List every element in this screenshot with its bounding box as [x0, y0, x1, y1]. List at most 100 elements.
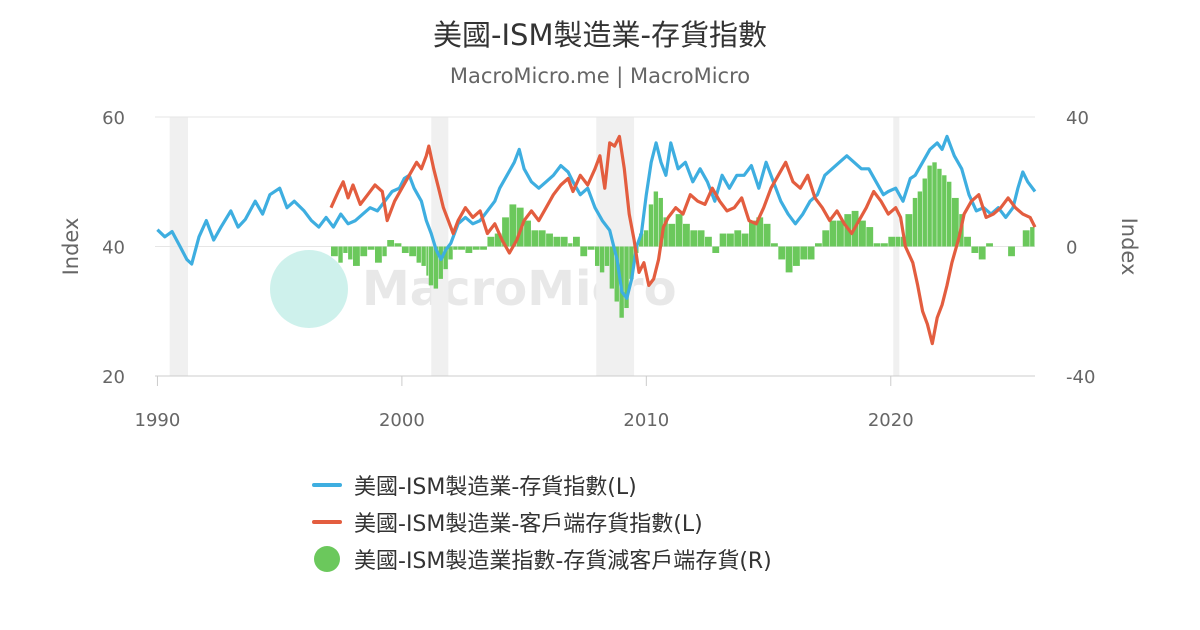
y-right-tick-label-1: 0 — [1066, 238, 1077, 259]
bar-2-41 — [595, 246, 600, 266]
bar-2-53 — [653, 191, 659, 247]
bar-2-91 — [917, 191, 923, 247]
bar-2-22 — [458, 246, 465, 250]
bar-2-42 — [599, 246, 605, 273]
bar-2-4 — [353, 246, 360, 266]
bar-2-17 — [433, 246, 439, 289]
bar-2-33 — [538, 230, 546, 247]
bar-2-60 — [697, 230, 705, 247]
x-tick-label-3: 2020 — [868, 410, 914, 431]
bar-2-5 — [360, 246, 368, 257]
bar-2-100 — [964, 236, 971, 247]
y-left-tick-label-2: 60 — [102, 108, 125, 129]
y-left-tick-label-1: 40 — [102, 238, 125, 259]
bar-2-40 — [587, 246, 595, 250]
bar-2-70 — [771, 243, 778, 247]
bar-2-27 — [494, 233, 502, 247]
bar-2-43 — [604, 246, 610, 266]
bar-2-1 — [338, 246, 343, 263]
bar-2-19 — [443, 246, 448, 270]
bar-2-71 — [778, 246, 786, 260]
legend-item-customer-inventory[interactable]: 美國-ISM製造業-客戶端存貨指數(L) — [312, 503, 772, 540]
bar-2-7 — [375, 246, 382, 263]
bar-2-93 — [927, 165, 932, 247]
bar-2-34 — [546, 233, 553, 247]
bar-2-47 — [624, 246, 629, 309]
bar-2-66 — [741, 233, 749, 247]
x-tick-label-1: 2000 — [379, 410, 425, 431]
bar-2-12 — [409, 246, 417, 257]
legend-swatch-inventory — [312, 482, 342, 487]
bar-2-58 — [683, 223, 690, 247]
bar-2-95 — [937, 168, 942, 247]
bar-2-68 — [756, 217, 764, 247]
legend: 美國-ISM製造業-存貨指數(L) 美國-ISM製造業-客戶端存貨指數(L) 美… — [312, 466, 772, 577]
chart-subtitle: MacroMicro.me | MacroMicro — [449, 64, 751, 88]
bar-2-92 — [922, 178, 927, 247]
bar-2-39 — [580, 246, 588, 257]
x-tick-label-2: 2010 — [623, 410, 669, 431]
bar-2-16 — [428, 246, 434, 286]
bar-2-97 — [947, 181, 952, 247]
bar-2-84 — [873, 243, 881, 247]
bar-2-28 — [502, 217, 509, 247]
bar-2-24 — [472, 246, 480, 250]
bar-2-14 — [421, 246, 426, 266]
bar-2-73 — [793, 246, 800, 266]
legend-label-customer-inventory: 美國-ISM製造業-客戶端存貨指數(L) — [354, 511, 703, 537]
bar-2-103 — [986, 243, 993, 247]
bar-2-48 — [629, 246, 634, 279]
legend-label-inventory: 美國-ISM製造業-存貨指數(L) — [354, 474, 637, 500]
bar-2-26 — [487, 236, 495, 247]
bar-2-106 — [1008, 246, 1015, 257]
bar-2-83 — [866, 227, 874, 247]
bar-2-79 — [837, 220, 844, 247]
bar-2-65 — [734, 230, 742, 247]
bar-2-98 — [951, 197, 959, 247]
bar-2-13 — [416, 246, 421, 263]
bar-2-44 — [609, 246, 615, 289]
x-tick-label-0: 1990 — [135, 410, 181, 431]
bar-2-31 — [524, 220, 531, 247]
bar-2-23 — [465, 246, 473, 253]
bar-2-86 — [888, 236, 896, 247]
y-right-axis-title: Index — [1117, 218, 1141, 276]
bar-2-6 — [367, 246, 375, 250]
legend-swatch-spread — [314, 545, 340, 572]
bar-2-45 — [614, 246, 619, 302]
bar-2-36 — [560, 236, 568, 247]
bar-2-76 — [815, 243, 822, 247]
series-line-0 — [156, 134, 1037, 300]
legend-swatch-customer-inventory — [312, 519, 342, 524]
bar-2-109 — [1030, 227, 1035, 247]
bar-2-9 — [387, 240, 395, 247]
bar-2-72 — [785, 246, 793, 273]
bar-2-59 — [690, 230, 698, 247]
y-left-axis-title: Index — [59, 218, 83, 276]
legend-label-spread: 美國-ISM製造業指數-存貨減客戶端存貨(R) — [354, 548, 772, 574]
bar-2-96 — [942, 175, 947, 247]
bar-2-3 — [348, 246, 353, 260]
bar-2-52 — [648, 204, 654, 247]
bar-2-18 — [438, 246, 443, 279]
bar-2-54 — [658, 197, 663, 247]
bar-2-63 — [719, 233, 727, 247]
bar-2-29 — [509, 204, 517, 247]
bar-2-87 — [895, 236, 901, 247]
bar-2-77 — [822, 230, 830, 247]
bar-2-51 — [643, 230, 649, 247]
bar-2-74 — [800, 246, 808, 260]
legend-item-inventory[interactable]: 美國-ISM製造業-存貨指數(L) — [312, 466, 772, 503]
bar-2-82 — [859, 220, 866, 247]
series-line-1 — [329, 134, 1037, 346]
bar-2-101 — [971, 246, 979, 253]
bar-2-35 — [553, 236, 561, 247]
bar-2-94 — [932, 162, 937, 247]
bar-2-89 — [905, 214, 913, 247]
bar-2-56 — [668, 223, 676, 247]
bar-2-10 — [394, 243, 402, 247]
legend-item-spread[interactable]: 美國-ISM製造業指數-存貨減客戶端存貨(R) — [312, 540, 772, 577]
bar-2-90 — [912, 197, 918, 247]
bar-2-25 — [480, 246, 487, 250]
